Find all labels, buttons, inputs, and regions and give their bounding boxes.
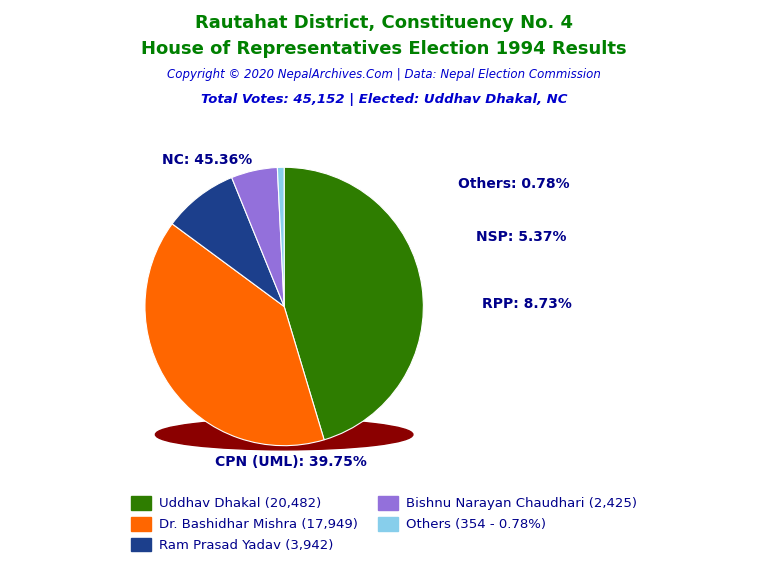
Wedge shape — [172, 177, 284, 306]
Text: NC: 45.36%: NC: 45.36% — [163, 153, 253, 167]
Text: Copyright © 2020 NepalArchives.Com | Data: Nepal Election Commission: Copyright © 2020 NepalArchives.Com | Dat… — [167, 68, 601, 81]
Ellipse shape — [155, 419, 413, 450]
Wedge shape — [232, 168, 284, 306]
Text: Total Votes: 45,152 | Elected: Uddhav Dhakal, NC: Total Votes: 45,152 | Elected: Uddhav Dh… — [200, 93, 568, 107]
Text: Others: 0.78%: Others: 0.78% — [458, 177, 570, 191]
Text: House of Representatives Election 1994 Results: House of Representatives Election 1994 R… — [141, 40, 627, 58]
Text: CPN (UML): 39.75%: CPN (UML): 39.75% — [215, 456, 367, 469]
Wedge shape — [145, 224, 324, 446]
Wedge shape — [277, 167, 284, 306]
Text: Rautahat District, Constituency No. 4: Rautahat District, Constituency No. 4 — [195, 14, 573, 32]
Text: NSP: 5.37%: NSP: 5.37% — [476, 230, 567, 244]
Legend: Uddhav Dhakal (20,482), Dr. Bashidhar Mishra (17,949), Ram Prasad Yadav (3,942),: Uddhav Dhakal (20,482), Dr. Bashidhar Mi… — [126, 491, 642, 558]
Text: RPP: 8.73%: RPP: 8.73% — [482, 297, 571, 310]
Wedge shape — [284, 167, 423, 440]
